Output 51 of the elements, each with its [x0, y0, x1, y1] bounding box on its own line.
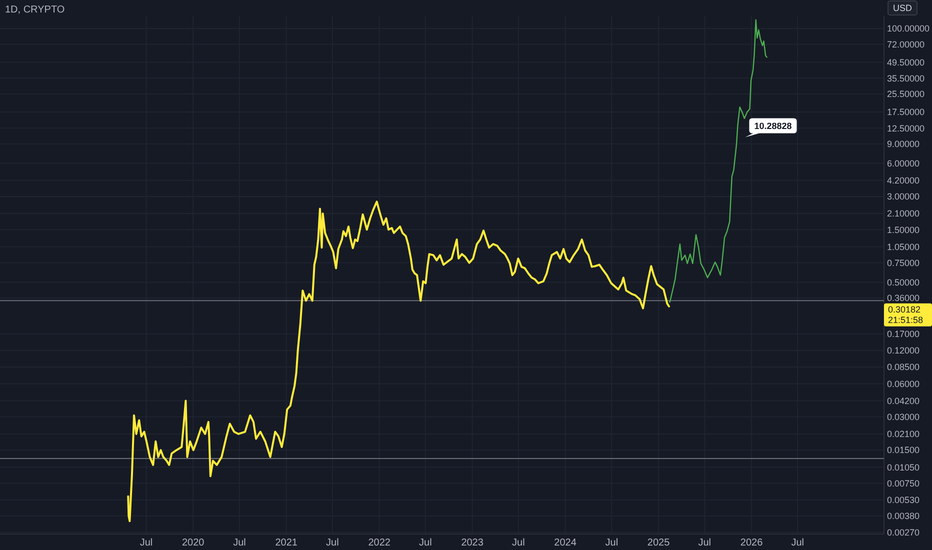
y-tick-label: 9.00000	[887, 138, 920, 149]
y-tick-label: 35.50000	[887, 73, 925, 84]
y-tick-label: 0.00380	[887, 510, 920, 521]
y-tick-label: 0.12000	[887, 346, 920, 356]
x-tick-label: Jul	[605, 538, 618, 548]
text: 21:51:58	[888, 315, 924, 326]
y-axis-title: USD	[893, 3, 912, 14]
y-tick-label: 0.04200	[887, 396, 920, 406]
y-tick-label: 0.02100	[887, 429, 920, 440]
x-tick-label: Jul	[791, 538, 804, 548]
y-tick-label: 0.36000	[887, 293, 920, 304]
y-tick-label: 17.50000	[887, 107, 925, 118]
x-tick-label: 2020	[182, 538, 205, 548]
y-tick-label: 0.00750	[887, 478, 920, 488]
y-tick-label: 0.00530	[887, 495, 920, 506]
x-tick-label: Jul	[512, 538, 525, 548]
line-series	[127, 200, 670, 522]
x-tick-label: Jul	[419, 538, 432, 548]
y-tick-label: 1.50000	[887, 224, 920, 235]
y-tick-label: 1.05000	[887, 242, 920, 252]
x-tick-label: 2026	[740, 538, 764, 548]
y-tick-label: 72.00000	[887, 39, 925, 50]
y-tick-label: 6.00000	[887, 158, 920, 168]
text: 0.30182	[888, 304, 921, 315]
y-tick-label: 0.01050	[887, 462, 920, 472]
x-tick-label: Jul	[140, 538, 153, 548]
chart-title: 1D, CRYPTO	[5, 4, 65, 16]
x-tick-label: 2021	[275, 538, 298, 548]
y-tick-label: 4.20000	[887, 175, 920, 186]
x-tick-label: Jul	[326, 538, 339, 548]
y-tick-label: 0.17000	[887, 329, 920, 340]
y-tick-label: 0.06000	[887, 378, 920, 389]
x-tick-label: 2025	[647, 538, 670, 548]
y-tick-label: 0.00270	[887, 527, 920, 538]
y-tick-label: 0.50000	[887, 277, 920, 288]
y-tick-label: 0.03000	[887, 412, 920, 422]
x-tick-label: 2024	[554, 538, 577, 548]
x-tick-label: Jul	[698, 538, 712, 548]
x-tick-label: 2022	[368, 538, 391, 548]
y-tick-label: 0.01500	[887, 445, 920, 456]
y-tick-label: 25.50000	[887, 89, 925, 100]
x-tick-label: Jul	[233, 538, 246, 548]
x-tick-label: 2023	[461, 538, 484, 548]
y-tick-label: 100.00000	[887, 24, 930, 34]
y-tick-label: 49.50000	[887, 57, 925, 68]
y-tick-label: 0.08500	[887, 362, 920, 372]
y-tick-label: 3.00000	[887, 192, 920, 202]
y-tick-label: 2.10000	[887, 208, 920, 219]
annotation: 10.28828	[754, 120, 792, 131]
y-tick-label: 0.75000	[887, 258, 920, 268]
y-tick-label: 12.50000	[887, 123, 925, 134]
